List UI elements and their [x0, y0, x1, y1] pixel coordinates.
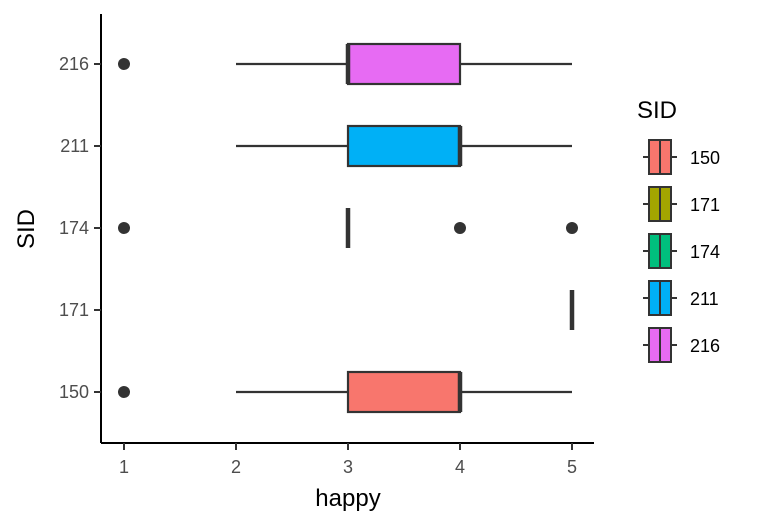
legend-item-211: 211 [643, 280, 719, 316]
legend-label: 216 [690, 336, 720, 356]
y-axis-ticks: 150 171 174 211 216 [59, 54, 101, 402]
y-tick-label: 174 [59, 218, 89, 238]
box-150 [118, 370, 572, 414]
outlier-point [118, 386, 130, 398]
x-tick-label: 2 [231, 457, 241, 477]
y-tick-label: 150 [59, 382, 89, 402]
box-iqr [346, 42, 462, 86]
legend-label: 171 [690, 195, 720, 215]
legend-label: 211 [690, 289, 719, 309]
legend-label: 174 [690, 242, 720, 262]
x-tick-label: 1 [119, 457, 129, 477]
y-axis-title: SID [13, 209, 40, 249]
y-tick-label: 171 [59, 300, 89, 320]
x-axis-title: happy [315, 485, 380, 512]
box-211 [236, 124, 572, 168]
outlier-point [118, 222, 130, 234]
outlier-point [118, 58, 130, 70]
box-iqr [346, 370, 462, 414]
y-tick-label: 211 [60, 136, 89, 156]
x-tick-label: 5 [567, 457, 577, 477]
legend-title: SID [637, 97, 677, 124]
outlier-point [566, 222, 578, 234]
outlier-point [454, 222, 466, 234]
legend-item-150: 150 [643, 139, 720, 175]
legend: SID 150 171 174 211 216 [637, 97, 720, 363]
x-tick-label: 3 [343, 457, 353, 477]
x-tick-label: 4 [455, 457, 465, 477]
x-axis-ticks: 1 2 3 4 5 [119, 443, 577, 477]
legend-label: 150 [690, 148, 720, 168]
plot-area [118, 42, 578, 414]
legend-item-216: 216 [643, 327, 720, 363]
box-174 [118, 208, 578, 248]
y-tick-label: 216 [59, 54, 89, 74]
legend-item-171: 171 [643, 186, 720, 222]
box-iqr [346, 124, 462, 168]
box-216 [118, 42, 572, 86]
legend-item-174: 174 [643, 233, 720, 269]
